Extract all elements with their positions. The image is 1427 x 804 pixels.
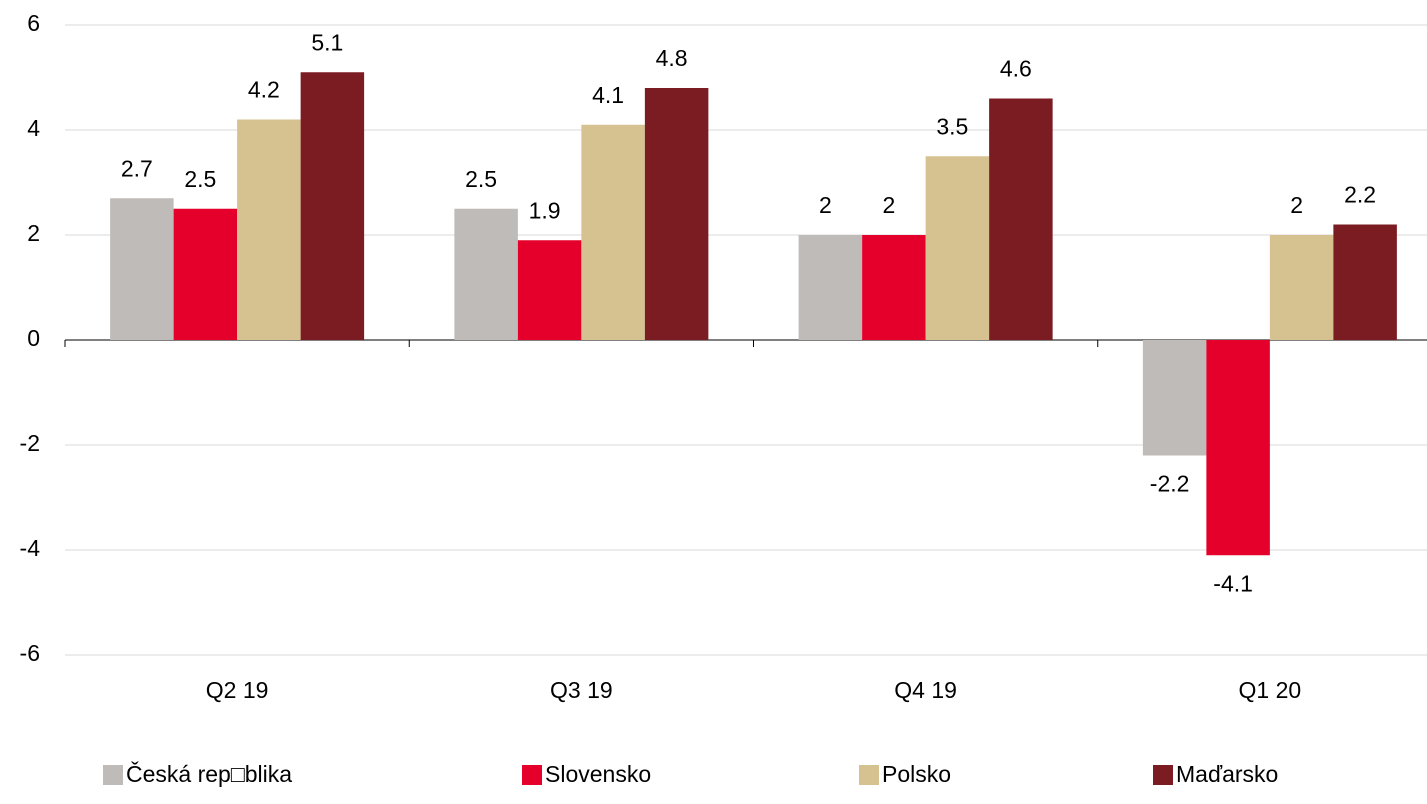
bar: [454, 208, 518, 340]
y-tick-label: -6: [20, 640, 40, 666]
data-label: 2: [1290, 192, 1303, 218]
bar: [644, 88, 709, 340]
data-label: 2: [819, 192, 832, 218]
data-label: 5.1: [311, 29, 343, 55]
legend-swatch: [859, 765, 879, 785]
x-tick-label: Q4 19: [894, 677, 957, 703]
data-label: 2.5: [465, 166, 497, 192]
bar: [300, 72, 365, 340]
bar: [237, 119, 301, 340]
bar: [1269, 235, 1334, 340]
bar: [517, 240, 582, 340]
bar: [798, 235, 863, 340]
legend-label: Polsko: [882, 761, 951, 787]
data-label: 3.5: [936, 113, 968, 139]
y-tick-label: 4: [27, 115, 40, 141]
bar: [1206, 340, 1270, 556]
data-label: 4.1: [592, 82, 624, 108]
data-label: 1.9: [529, 197, 561, 223]
legend-label: Česká rep□blika: [126, 760, 292, 787]
legend-swatch: [1153, 765, 1173, 785]
bar: [1333, 224, 1397, 340]
y-tick-label: 2: [27, 220, 40, 246]
bar: [173, 208, 238, 340]
bar: [581, 124, 645, 340]
data-label: -4.1: [1213, 570, 1253, 596]
x-tick-label: Q3 19: [550, 677, 613, 703]
legend-swatch: [522, 765, 542, 785]
legend-swatch: [103, 765, 123, 785]
bar: [862, 235, 926, 340]
x-tick-label: Q2 19: [206, 677, 269, 703]
bar: [110, 198, 174, 340]
data-label: 4.6: [1000, 56, 1032, 82]
bar: [925, 156, 990, 340]
bar: [989, 98, 1053, 340]
data-label: 2.2: [1344, 182, 1376, 208]
y-tick-label: -4: [20, 535, 41, 561]
y-tick-label: -2: [20, 430, 40, 456]
data-label: 2: [882, 192, 895, 218]
legend-label: Maďarsko: [1176, 761, 1278, 787]
data-label: -2.2: [1150, 471, 1190, 497]
data-label: 2.7: [121, 155, 153, 181]
y-tick-label: 0: [27, 325, 40, 351]
y-tick-label: 6: [27, 10, 40, 36]
bar: [1142, 340, 1207, 456]
x-tick-label: Q1 20: [1239, 677, 1302, 703]
data-label: 2.5: [184, 166, 216, 192]
data-label: 4.8: [656, 45, 688, 71]
legend-label: Slovensko: [545, 761, 651, 787]
data-label: 4.2: [248, 77, 280, 103]
